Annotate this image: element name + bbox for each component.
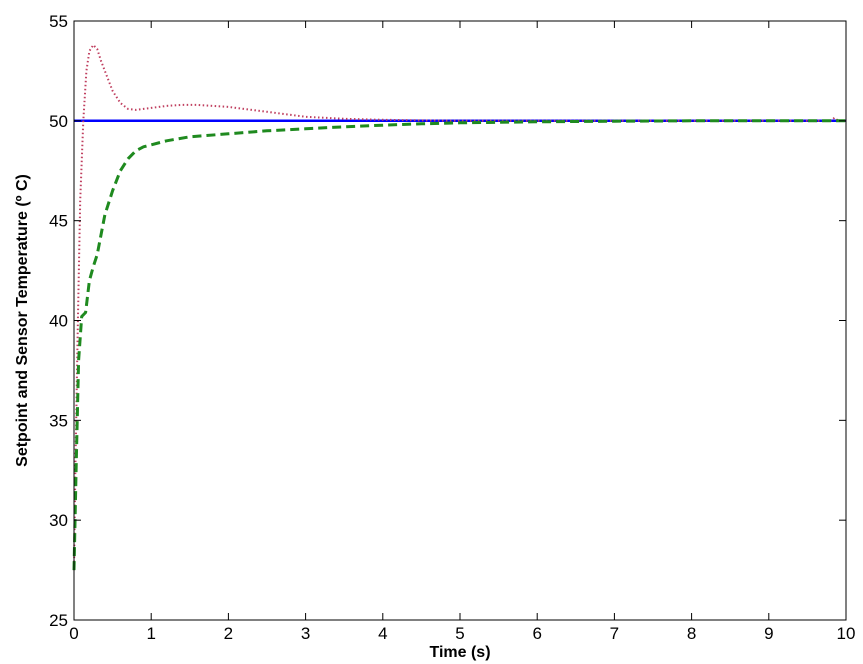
x-tick-label: 0 [69, 624, 78, 643]
y-tick-label: 50 [49, 112, 68, 131]
x-tick-label: 5 [455, 624, 464, 643]
x-tick-label: 8 [687, 624, 696, 643]
y-tick-label: 40 [49, 312, 68, 331]
x-axis-label: Time (s) [429, 644, 490, 661]
series-line-dashed [72, 119, 846, 571]
series-line-dotted [73, 44, 846, 571]
y-tick-label: 45 [49, 212, 68, 231]
y-tick-label: 30 [49, 511, 68, 530]
x-tick-label: 10 [837, 624, 856, 643]
plot-area [74, 21, 846, 620]
x-tick-label: 1 [146, 624, 155, 643]
y-tick-label: 55 [49, 12, 68, 31]
series-group [72, 44, 846, 571]
x-tick-label: 4 [378, 624, 387, 643]
x-tick-label: 2 [224, 624, 233, 643]
y-tick-label: 25 [49, 611, 68, 630]
x-tick-label: 7 [610, 624, 619, 643]
x-tick-label: 6 [532, 624, 541, 643]
x-tick-label: 9 [764, 624, 773, 643]
plot-background [74, 21, 846, 620]
x-tick-label: 3 [301, 624, 310, 643]
y-axis-label: Setpoint and Sensor Temperature (º C) [14, 174, 31, 467]
y-tick-label: 35 [49, 411, 68, 430]
